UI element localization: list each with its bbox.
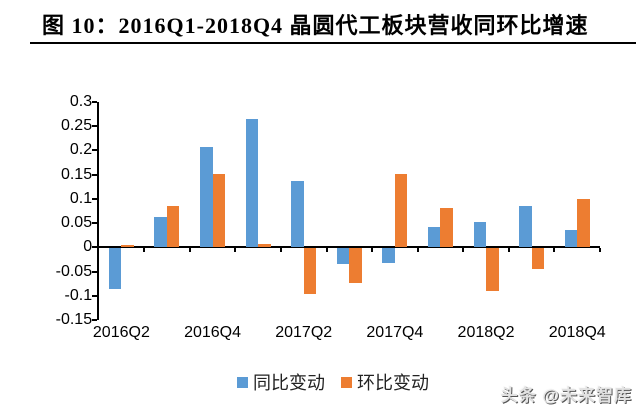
- bar-yoy-2017Q3: [336, 248, 350, 264]
- bar-yoy-2018Q1: [427, 226, 441, 248]
- x-tick-label: 2017Q2: [275, 324, 333, 341]
- x-tick-mark: [143, 248, 146, 253]
- yoy-swatch-icon: [237, 376, 248, 388]
- bar-yoy-2016Q4: [200, 147, 213, 248]
- bar-yoy-2017Q4: [382, 248, 395, 264]
- y-tick-label: -0.15: [55, 311, 93, 329]
- bar-yoy-2016Q3: [154, 217, 167, 248]
- y-tick-mark: [92, 270, 98, 273]
- y-tick-mark: [92, 246, 98, 249]
- x-tick-mark: [416, 248, 419, 253]
- chart-legend: 同比变动 环比变动: [237, 369, 429, 395]
- bar-qoq-2016Q2: [121, 244, 134, 248]
- y-tick-label: 0.1: [69, 189, 93, 207]
- legend-label-yoy: 同比变动: [253, 373, 325, 393]
- bar-qoq-2018Q2: [486, 248, 499, 292]
- y-axis: [97, 101, 100, 321]
- x-tick-label: 2018Q4: [548, 324, 606, 341]
- bar-yoy-2018Q4: [564, 230, 578, 248]
- bar-qoq-2017Q4: [394, 174, 408, 248]
- bar-qoq-2017Q1: [258, 243, 271, 248]
- y-tick-label: 0.25: [60, 116, 93, 134]
- bar-qoq-2017Q3: [349, 248, 362, 284]
- y-tick-label: 0.2: [69, 141, 93, 159]
- bar-qoq-2016Q4: [212, 174, 226, 248]
- y-tick-label: 0: [83, 238, 93, 256]
- bar-qoq-2016Q3: [166, 206, 180, 248]
- bar-yoy-2018Q2: [473, 222, 487, 248]
- y-tick-mark: [92, 149, 98, 152]
- y-tick-mark: [92, 319, 98, 322]
- y-tick-mark: [92, 173, 98, 176]
- x-tick-mark: [371, 248, 374, 253]
- x-tick-mark: [462, 248, 465, 253]
- y-tick-label: -0.1: [64, 287, 93, 304]
- y-tick-label: 0.15: [60, 165, 93, 183]
- y-tick-mark: [92, 100, 98, 103]
- y-tick-label: 0.3: [69, 92, 93, 110]
- x-tick-mark: [598, 248, 601, 253]
- x-tick-label: 2016Q4: [184, 324, 242, 341]
- bar-yoy-2017Q1: [245, 118, 259, 248]
- x-tick-mark: [279, 248, 282, 253]
- legend-label-qoq: 环比变动: [357, 373, 429, 393]
- y-tick-mark: [92, 197, 98, 200]
- watermark-text: 头条 @未来智库: [500, 386, 632, 405]
- bar-qoq-2017Q2: [303, 248, 317, 295]
- bar-yoy-2018Q3: [519, 206, 532, 248]
- chart-title: 图 10：2016Q1-2018Q4 晶圆代工板块营收同环比增速: [42, 13, 589, 38]
- y-tick-mark: [92, 222, 98, 225]
- bar-qoq-2018Q4: [577, 198, 590, 248]
- bar-qoq-2018Q3: [531, 248, 545, 270]
- x-tick-mark: [234, 248, 237, 253]
- x-tick-mark: [325, 248, 328, 253]
- x-tick-mark: [553, 248, 556, 253]
- x-tick-label: 2016Q2: [92, 324, 150, 341]
- bar-yoy-2017Q2: [291, 181, 304, 248]
- title-underline: [30, 42, 636, 44]
- qoq-swatch-icon: [341, 376, 352, 388]
- legend-item-yoy: 同比变动: [237, 369, 325, 395]
- x-tick-label: 2017Q4: [366, 324, 424, 341]
- x-tick-mark: [188, 248, 191, 253]
- y-tick-label: -0.05: [55, 262, 93, 280]
- x-axis: [97, 246, 600, 249]
- x-tick-label: 2018Q2: [457, 324, 515, 341]
- bar-yoy-2016Q2: [108, 248, 122, 290]
- y-tick-mark: [92, 295, 98, 297]
- legend-item-qoq: 环比变动: [341, 369, 429, 395]
- y-tick-label: 0.05: [60, 214, 93, 232]
- y-tick-mark: [92, 124, 98, 127]
- x-tick-mark: [507, 248, 510, 253]
- bar-qoq-2018Q1: [440, 207, 453, 248]
